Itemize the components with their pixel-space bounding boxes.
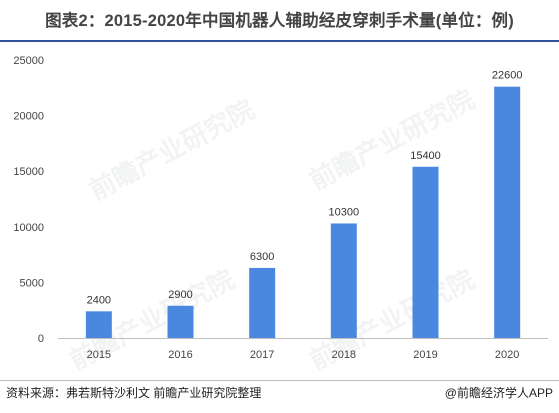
y-tick-label: 5000 [20,277,44,289]
bar-2020 [494,86,521,338]
y-tick-label: 10000 [13,222,44,234]
data-label-2018: 10300 [329,206,360,218]
chart-title: 图表2：2015-2020年中国机器人辅助经皮穿刺手术量(单位：例) [45,12,514,30]
title-divider [0,40,559,42]
bar-2019 [412,166,439,338]
y-tick-label: 20000 [13,111,44,123]
bars [85,86,521,338]
brand-credit: @前瞻经济学人APP [444,386,553,400]
x-tick-label-2018: 2018 [332,349,356,361]
y-tick-label: 25000 [13,55,44,67]
y-tick-label: 0 [38,333,44,345]
bar-2016 [167,305,194,338]
x-axis: 2015 2016 2017 2018 2019 2020 [58,338,548,361]
x-tick-label-2017: 2017 [250,349,274,361]
x-tick-label-2015: 2015 [87,349,111,361]
y-axis: 0 5000 10000 15000 20000 25000 [13,55,44,345]
y-tick-label: 15000 [13,166,44,178]
x-tick-label-2016: 2016 [168,349,192,361]
bar-2017 [249,267,276,338]
data-label-2019: 15400 [410,150,441,162]
x-tick-label-2019: 2019 [413,349,437,361]
data-label-2016: 2900 [168,289,192,301]
source-note: 资料来源：弗若斯特沙利文 前瞻产业研究院整理 [6,386,262,400]
x-tick-label-2020: 2020 [495,349,519,361]
data-label-2015: 2400 [87,294,111,306]
footer-divider [0,380,559,381]
data-labels: 2400 2900 6300 10300 15400 22600 [87,70,523,307]
bar-2015 [85,311,112,338]
data-label-2020: 22600 [492,70,523,82]
data-label-2017: 6300 [250,251,274,263]
bar-2018 [330,223,357,338]
